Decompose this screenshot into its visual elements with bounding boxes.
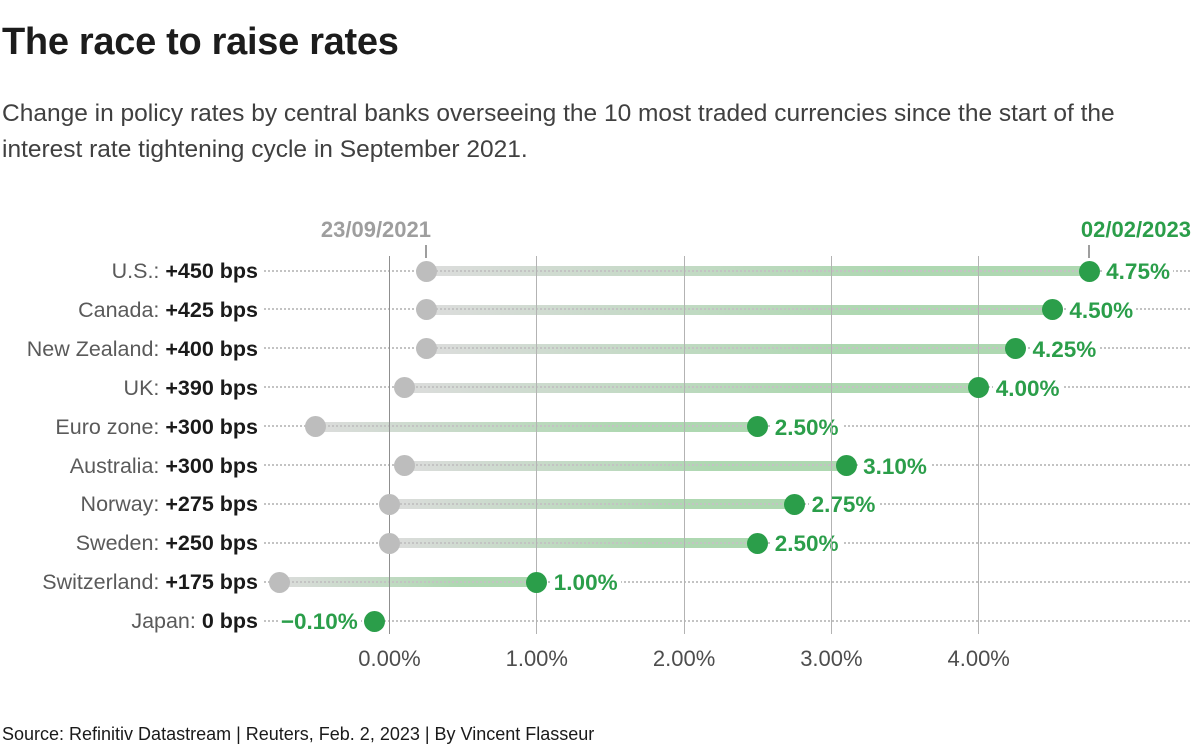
gridline-2.00%: [683, 256, 685, 634]
country-label: U.S.:: [111, 259, 166, 283]
end-rate-value-label: 1.00%: [550, 563, 621, 603]
start-rate-dot: [379, 532, 400, 554]
end-rate-value-label: 4.75%: [1103, 252, 1173, 291]
row-Japan: Japan: 0 bps −0.10%: [0, 602, 1200, 642]
row-label: Sweden: +250 bps: [0, 524, 258, 563]
x-axis-label: 4.00%: [947, 646, 1010, 671]
end-date-label: 02/02/2023: [1080, 217, 1191, 242]
row-label: UK: +390 bps: [0, 369, 258, 408]
leader-dotted-line: [264, 269, 1190, 272]
row-label: New Zealand: +400 bps: [0, 330, 258, 369]
row-Euro zone: Euro zone: +300 bps 2.50%: [0, 407, 1200, 447]
change-bps-label: +390 bps: [165, 375, 258, 400]
end-rate-value-label: 4.50%: [1066, 290, 1137, 330]
country-label: New Zealand:: [26, 336, 166, 361]
start-rate-dot: [415, 299, 437, 321]
x-axis-label: 0.00%: [358, 646, 421, 671]
x-axis-label: 1.00%: [505, 646, 568, 671]
end-rate-dot: [364, 610, 386, 632]
row-Sweden: Sweden: +250 bps 2.50%: [0, 524, 1200, 564]
change-bps-label: +175 bps: [165, 570, 258, 595]
country-label: UK:: [123, 375, 166, 400]
end-rate-value-label: 2.50%: [771, 407, 842, 447]
end-rate-dot: [526, 571, 548, 593]
row-label: Switzerland: +175 bps: [0, 563, 258, 602]
row-U.S.: U.S.: +450 bps 4.75%: [0, 252, 1200, 291]
end-date-tick-mark: [1088, 245, 1091, 258]
change-bps-label: +300 bps: [165, 453, 258, 478]
chart-subtitle: Change in policy rates by central banks …: [2, 100, 1115, 163]
country-label: Sweden:: [75, 531, 166, 556]
end-rate-dot: [747, 416, 769, 438]
row-label: Euro zone: +300 bps: [0, 408, 258, 447]
start-rate-dot: [393, 455, 415, 476]
row-New Zealand: New Zealand: +400 bps 4.25%: [0, 329, 1200, 369]
gridline-0.00%: [389, 256, 390, 634]
leader-dotted-line: [264, 425, 1190, 428]
end-rate-dot: [1078, 260, 1100, 282]
start-date-label: 23/09/2021: [320, 217, 431, 242]
start-rate-dot: [393, 377, 415, 399]
end-rate-dot: [1005, 338, 1027, 360]
end-rate-value-label: 2.75%: [808, 485, 879, 525]
row-label: Japan: 0 bps: [0, 602, 258, 641]
source-note: Source: Refinitiv Datastream | Reuters, …: [2, 724, 595, 744]
country-label: Australia:: [69, 453, 166, 478]
end-rate-dot: [835, 455, 857, 476]
chart-title: The race to raise rates: [2, 21, 399, 63]
leader-dotted-line: [264, 580, 1190, 583]
row-Norway: Norway: +275 bps 2.75%: [0, 485, 1200, 525]
row-label: U.S.: +450 bps: [0, 252, 258, 291]
gridline-1.00%: [536, 256, 538, 634]
change-bps-label: +275 bps: [165, 492, 258, 517]
leader-dotted-line: [264, 386, 1190, 389]
country-label: Canada:: [78, 297, 166, 322]
change-bps-label: +250 bps: [165, 531, 258, 556]
end-rate-value-label: −0.10%: [277, 602, 361, 642]
row-label: Australia: +300 bps: [0, 447, 258, 486]
leader-dotted-line: [264, 541, 1190, 544]
country-label: Switzerland:: [42, 570, 166, 595]
leader-dotted-line: [264, 347, 1190, 350]
gridline-4.00%: [978, 256, 980, 634]
row-Switzerland: Switzerland: +175 bps 1.00%: [0, 563, 1200, 603]
country-label: Japan:: [131, 609, 202, 634]
change-bps-label: 0 bps: [201, 609, 258, 634]
row-UK: UK: +390 bps 4.00%: [0, 368, 1200, 408]
x-axis-label: 3.00%: [800, 646, 863, 671]
change-bps-label: +425 bps: [165, 297, 258, 322]
start-rate-dot: [415, 338, 437, 360]
end-rate-value-label: 3.10%: [860, 446, 930, 486]
row-Canada: Canada: +425 bps 4.50%: [0, 290, 1200, 330]
start-date-tick-mark: [425, 245, 428, 258]
row-label: Norway: +275 bps: [0, 485, 258, 524]
end-rate-dot: [968, 377, 990, 399]
country-label: Norway:: [80, 492, 166, 517]
end-rate-value-label: 2.50%: [771, 524, 842, 564]
end-rate-value-label: 4.25%: [1029, 329, 1100, 369]
gridline-3.00%: [830, 256, 832, 634]
start-rate-dot: [379, 493, 400, 515]
leader-dotted-line: [264, 464, 1190, 466]
row-label: Canada: +425 bps: [0, 291, 258, 330]
start-rate-dot: [305, 416, 327, 438]
start-rate-dot: [415, 260, 437, 282]
country-label: Euro zone:: [55, 414, 166, 439]
end-rate-value-label: 4.00%: [992, 368, 1063, 408]
leader-dotted-line: [264, 308, 1190, 311]
x-axis-label: 2.00%: [652, 646, 716, 671]
change-bps-label: +450 bps: [165, 259, 258, 283]
end-rate-dot: [747, 532, 769, 554]
end-rate-dot: [1041, 299, 1063, 321]
start-rate-dot: [268, 571, 290, 593]
change-bps-label: +300 bps: [165, 414, 258, 439]
end-rate-dot: [784, 493, 806, 515]
row-Australia: Australia: +300 bps 3.10%: [0, 446, 1200, 486]
change-bps-label: +400 bps: [165, 336, 258, 361]
leader-dotted-line: [264, 502, 1190, 505]
leader-dotted-line: [264, 619, 1190, 622]
